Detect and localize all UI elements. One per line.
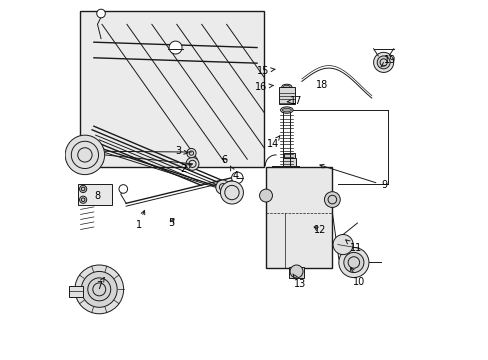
Text: 17: 17	[286, 96, 302, 106]
Bar	[78, 184, 112, 205]
Text: 3: 3	[175, 146, 187, 156]
Circle shape	[80, 185, 86, 193]
Circle shape	[186, 148, 196, 158]
Circle shape	[343, 252, 363, 273]
Bar	[278, 87, 294, 104]
Bar	[282, 158, 295, 167]
Ellipse shape	[281, 84, 291, 89]
Ellipse shape	[282, 108, 291, 112]
Text: 15: 15	[256, 66, 275, 76]
Circle shape	[169, 41, 182, 54]
Text: 5: 5	[167, 218, 174, 228]
Bar	[265, 167, 332, 268]
Text: 8: 8	[94, 191, 101, 201]
Circle shape	[81, 271, 117, 307]
Circle shape	[97, 9, 105, 18]
Circle shape	[373, 52, 393, 72]
Circle shape	[376, 56, 389, 69]
Circle shape	[220, 181, 243, 204]
Text: 18: 18	[315, 80, 327, 90]
Text: 12: 12	[313, 225, 325, 235]
Circle shape	[215, 180, 230, 194]
Text: 1: 1	[135, 211, 144, 230]
Bar	[69, 286, 83, 297]
Circle shape	[119, 185, 127, 193]
Text: 19: 19	[380, 55, 395, 67]
Ellipse shape	[280, 107, 292, 113]
Circle shape	[332, 234, 352, 255]
Ellipse shape	[283, 85, 289, 88]
Circle shape	[259, 189, 272, 202]
Circle shape	[231, 172, 243, 184]
Text: 6: 6	[221, 155, 227, 165]
Bar	[284, 153, 294, 158]
Circle shape	[65, 135, 104, 175]
Circle shape	[324, 192, 340, 207]
Text: 11: 11	[345, 240, 361, 253]
Text: 10: 10	[350, 267, 365, 287]
Circle shape	[185, 157, 199, 170]
Bar	[80, 12, 264, 167]
Text: 16: 16	[255, 82, 273, 92]
Text: 14: 14	[266, 136, 279, 149]
Text: 4: 4	[230, 166, 238, 181]
Circle shape	[289, 265, 303, 278]
Text: 2: 2	[180, 164, 192, 174]
Bar	[288, 267, 303, 278]
Circle shape	[75, 265, 123, 314]
Circle shape	[80, 196, 86, 203]
Text: 13: 13	[292, 274, 305, 289]
Circle shape	[338, 247, 368, 278]
Text: 9: 9	[319, 165, 386, 190]
Text: 7: 7	[96, 278, 104, 291]
